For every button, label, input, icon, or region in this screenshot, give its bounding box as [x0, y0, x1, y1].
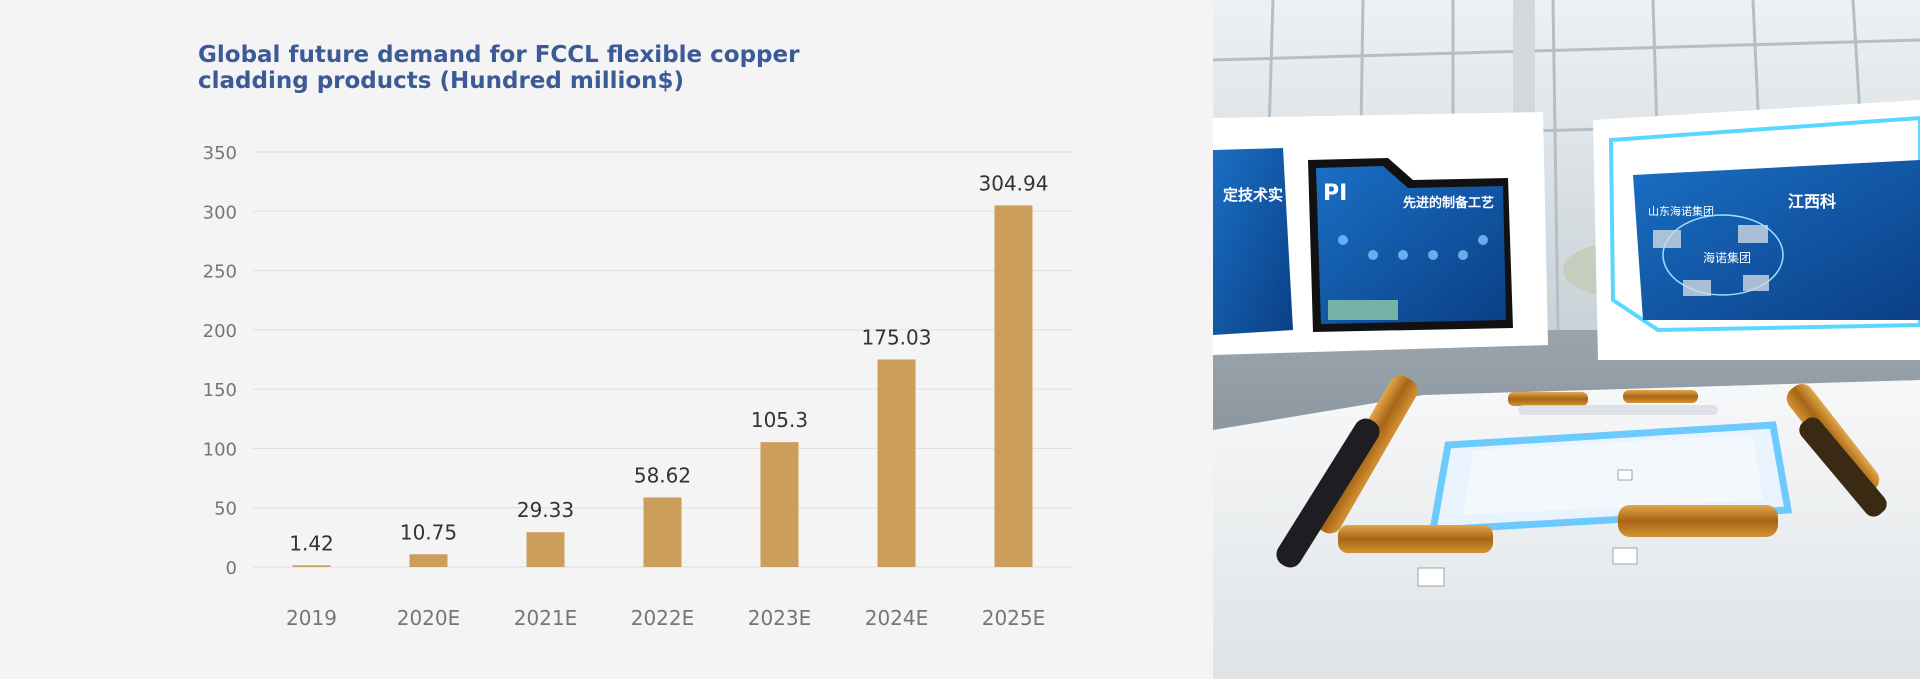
bar — [526, 532, 565, 567]
bar-value-label: 10.75 — [400, 520, 457, 544]
y-tick-label: 0 — [226, 558, 237, 579]
y-tick-label: 300 — [203, 202, 237, 223]
bar-value-label: 175.03 — [862, 325, 932, 349]
bar — [994, 205, 1033, 567]
chart-panel: Global future demand for FCCL flexible c… — [198, 42, 1072, 630]
bar — [760, 442, 799, 567]
y-tick-label: 250 — [203, 262, 237, 283]
bar-value-label: 1.42 — [289, 531, 334, 555]
bar — [409, 554, 448, 567]
svg-text:先进的制备工艺: 先进的制备工艺 — [1403, 195, 1494, 211]
exhibition-photo: 定技术实 PI 先进的制备工艺 山东海诺集团 江西科 海诺集团 — [1213, 0, 1920, 679]
y-tick-label: 100 — [203, 439, 237, 460]
bar-value-label: 29.33 — [517, 498, 574, 522]
bar-value-label: 58.62 — [634, 463, 691, 487]
svg-text:山东海诺集团: 山东海诺集团 — [1648, 204, 1714, 218]
exhibition-photo-illustration: 定技术实 PI 先进的制备工艺 山东海诺集团 江西科 海诺集团 — [1213, 0, 1920, 679]
bar — [643, 497, 682, 567]
y-tick-label: 200 — [203, 321, 237, 342]
bar — [877, 359, 916, 567]
x-tick-label: 2019 — [286, 606, 337, 630]
x-tick-label: 2023E — [748, 606, 812, 630]
svg-text:定技术实: 定技术实 — [1223, 186, 1283, 204]
bar-value-label: 304.94 — [979, 171, 1049, 195]
x-tick-label: 2024E — [865, 606, 929, 630]
y-tick-label: 150 — [203, 380, 237, 401]
y-tick-label: 350 — [203, 143, 237, 164]
bar-chart: 0 50 100 150 200 250 300 350 1.42 2019 10.75 2020E 2… — [203, 143, 1072, 630]
svg-text:海诺集团: 海诺集团 — [1703, 250, 1751, 265]
svg-text:江西科: 江西科 — [1788, 192, 1836, 211]
bar — [292, 565, 331, 567]
x-tick-label: 2022E — [631, 606, 695, 630]
svg-text:PI: PI — [1323, 181, 1347, 206]
x-tick-label: 2020E — [397, 606, 461, 630]
chart-title: Global future demand for FCCL flexible c… — [198, 42, 800, 94]
bar-value-label: 105.3 — [751, 408, 808, 432]
x-tick-label: 2025E — [982, 606, 1046, 630]
x-tick-label: 2021E — [514, 606, 578, 630]
y-tick-label: 50 — [214, 499, 237, 520]
